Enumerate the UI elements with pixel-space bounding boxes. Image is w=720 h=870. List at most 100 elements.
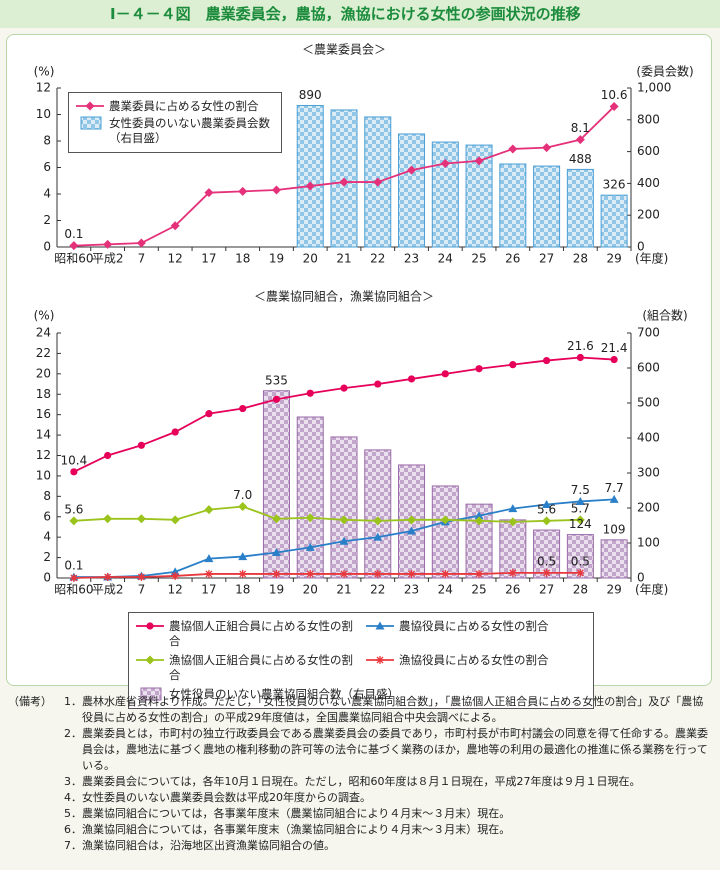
y2-tick-label: 200 bbox=[637, 208, 660, 222]
note-text: 農業委員会については，各年10月１日現在。ただし，昭和60年度は８月１日現在，平… bbox=[82, 775, 641, 788]
y2-tick-label: 500 bbox=[637, 396, 660, 410]
data-label: 124 bbox=[569, 517, 592, 531]
marker bbox=[69, 574, 78, 582]
legend-entry: 農協個人正組合員に占める女性の割合 bbox=[135, 619, 357, 649]
y2-tick-label: 600 bbox=[637, 361, 660, 375]
marker bbox=[407, 515, 417, 525]
note-number: 6． bbox=[64, 823, 82, 836]
marker bbox=[440, 515, 450, 525]
x-tick-label: 21 bbox=[336, 252, 351, 266]
x-tick-label: 27 bbox=[539, 583, 554, 597]
marker bbox=[103, 572, 112, 581]
x-tick-label: 平成2 bbox=[92, 252, 124, 266]
data-label: 0.5 bbox=[571, 554, 590, 568]
y2-tick-label: 0 bbox=[637, 571, 645, 585]
marker bbox=[306, 389, 314, 397]
marker bbox=[340, 569, 348, 578]
y2-tick-label: 100 bbox=[637, 536, 660, 550]
marker bbox=[407, 165, 417, 175]
x-tick-label: 20 bbox=[303, 583, 318, 597]
x-tick-label: 18 bbox=[235, 583, 250, 597]
bar bbox=[364, 449, 392, 579]
marker bbox=[146, 622, 154, 630]
marker bbox=[306, 569, 315, 578]
marker bbox=[339, 536, 349, 545]
bar bbox=[566, 168, 594, 248]
bar bbox=[398, 133, 426, 248]
x-axis-label: (年度) bbox=[635, 252, 668, 266]
marker bbox=[137, 441, 146, 449]
legend-label: 女性役員のいない農業協同組合数（右目盛） bbox=[169, 687, 399, 701]
marker bbox=[171, 571, 180, 580]
legend-entry: 女性役員のいない農業協同組合数（右目盛） bbox=[135, 687, 587, 702]
marker bbox=[305, 513, 315, 523]
note-text: 漁業協同組合については，各事業年度末（漁業協同組合により４月末～３月末）現在。 bbox=[82, 823, 511, 836]
data-label: 7.0 bbox=[233, 488, 252, 502]
legend-entry: 農業委員に占める女性の割合 bbox=[75, 99, 275, 114]
marker bbox=[575, 496, 585, 505]
legend: 農業委員に占める女性の割合女性委員のいない農業委員会数（右目盛） bbox=[68, 92, 282, 153]
data-label: 5.7 bbox=[571, 501, 590, 515]
marker bbox=[475, 569, 484, 578]
note-text: 農林水産省資料より作成。ただし，「女性役員のいない農業協同組合数」，「農協個人正… bbox=[82, 695, 704, 724]
x-tick-label: 7 bbox=[138, 583, 146, 597]
note-number: 2． bbox=[64, 727, 82, 740]
data-label: 7.7 bbox=[605, 481, 624, 495]
marker bbox=[339, 177, 349, 187]
legend-swatch bbox=[136, 622, 164, 630]
note-number: 5． bbox=[64, 807, 82, 820]
note-text: 農業委員とは，市町村の独立行政委員会である農業委員会の委員であり，市町村長が市町… bbox=[82, 727, 709, 772]
legend-label: 漁協役員に占める女性の割合 bbox=[399, 653, 549, 667]
figure-title: Ⅰ－４－４図 農業委員会，農協，漁協における女性の参画状況の推移 bbox=[0, 0, 720, 28]
marker bbox=[204, 554, 214, 563]
marker bbox=[69, 241, 79, 251]
marker bbox=[609, 102, 619, 112]
bar bbox=[533, 165, 561, 248]
marker bbox=[542, 356, 551, 365]
y-tick-label: 6 bbox=[43, 160, 51, 174]
marker bbox=[441, 569, 450, 578]
marker bbox=[542, 568, 551, 577]
x-tick-label: 22 bbox=[370, 252, 385, 266]
y-tick-label: 6 bbox=[43, 509, 51, 523]
marker bbox=[508, 144, 518, 154]
data-label: 326 bbox=[603, 178, 626, 192]
x-tick-label: 28 bbox=[573, 583, 588, 597]
legend-label: 漁協個人正組合員に占める女性の割合 bbox=[169, 653, 353, 682]
data-label: 5.6 bbox=[64, 502, 83, 516]
marker bbox=[375, 621, 385, 630]
legend-label: 農業委員に占める女性の割合 bbox=[109, 99, 259, 113]
y-tick-label: 12 bbox=[36, 448, 51, 462]
x-tick-label: 23 bbox=[404, 252, 419, 266]
marker bbox=[238, 569, 247, 578]
x-tick-label: 28 bbox=[573, 252, 588, 266]
y-tick-label: 0 bbox=[43, 240, 51, 254]
marker bbox=[145, 655, 155, 665]
marker bbox=[373, 569, 382, 578]
chart: ＜農業委員会＞(%) (委員会数)02468101202004006008001,… bbox=[34, 43, 694, 597]
y-tick-label: 8 bbox=[43, 489, 51, 503]
bar bbox=[499, 519, 527, 579]
note-number: 3． bbox=[64, 775, 82, 788]
y-tick-label: 24 bbox=[36, 326, 51, 340]
marker bbox=[575, 135, 585, 145]
marker bbox=[305, 181, 315, 191]
marker bbox=[170, 221, 180, 231]
note-number: 7． bbox=[64, 839, 82, 852]
marker bbox=[474, 511, 484, 520]
bar bbox=[431, 485, 459, 579]
marker bbox=[104, 451, 112, 460]
notes-heading: （備考） bbox=[8, 695, 52, 708]
marker bbox=[70, 468, 78, 476]
marker bbox=[440, 159, 450, 169]
marker bbox=[575, 515, 585, 525]
legend-swatch bbox=[76, 101, 104, 111]
marker bbox=[373, 177, 383, 187]
marker bbox=[407, 569, 416, 578]
marker bbox=[407, 375, 416, 383]
legend-entry: 女性委員のいない農業委員会数（右目盛） bbox=[75, 116, 275, 146]
marker bbox=[509, 361, 517, 369]
marker bbox=[238, 186, 248, 196]
x-tick-label: 昭和60 bbox=[54, 252, 93, 266]
